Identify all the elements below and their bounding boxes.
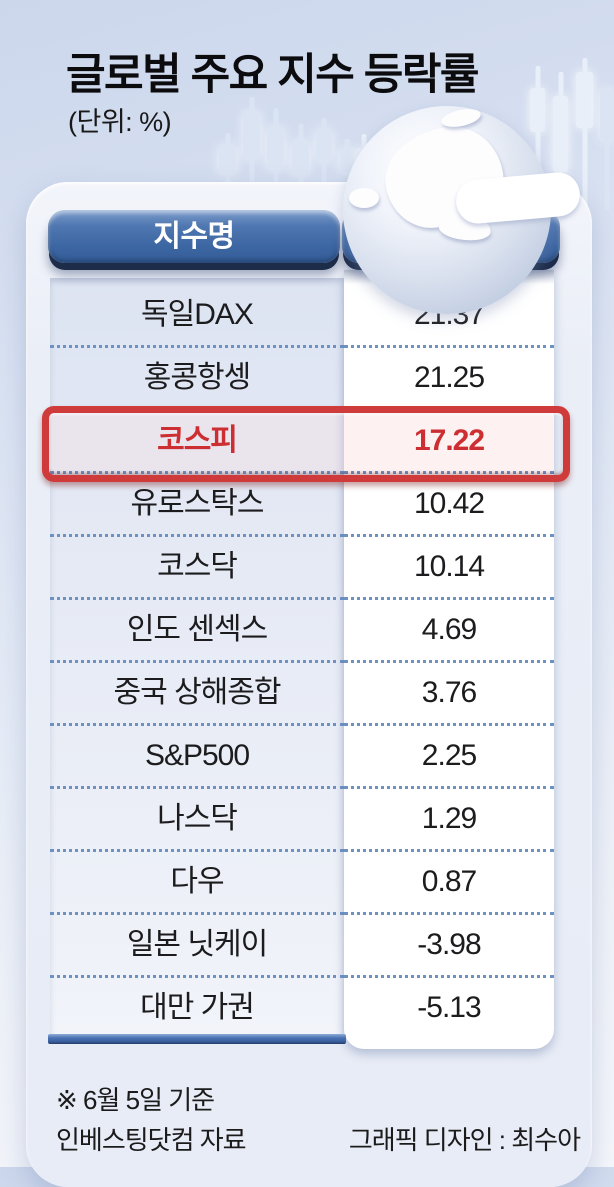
table-row-value: 10.42 — [344, 474, 554, 537]
table-row-value: 3.76 — [344, 663, 554, 726]
continent-shape — [349, 188, 379, 208]
table-row-value: 21.25 — [344, 348, 554, 411]
table-row-name: 중국 상해종합 — [50, 663, 344, 726]
table-row-value: -3.98 — [344, 915, 554, 978]
table-row-name: 유로스탁스 — [50, 474, 344, 537]
candlestick-icon — [267, 108, 284, 182]
table-row-name: 홍콩항셍 — [50, 348, 344, 411]
table-row-name: 나스닥 — [50, 789, 344, 852]
table-row-name-highlighted: 코스피 — [50, 411, 344, 474]
column-header-label: 지수명 — [153, 220, 235, 253]
table-row-name: 독일DAX — [50, 285, 344, 348]
unit-label: (단위: %) — [68, 107, 172, 137]
candlestick-icon — [219, 133, 236, 185]
candlestick-icon — [530, 66, 545, 228]
candlestick-icon — [340, 139, 354, 173]
table-row-name: 대만 가권 — [140, 991, 255, 1024]
table-row-name: 코스닥 — [50, 537, 344, 600]
index-name-column: 독일DAX 홍콩항셍 코스피 유로스탁스 코스닥 인도 센섹스 중국 상해종합 … — [50, 278, 344, 1041]
table-row-value: 1.29 — [344, 789, 554, 852]
footnote-date: ※ 6월 5일 기준 — [56, 1085, 215, 1115]
candlestick-icon — [600, 90, 614, 210]
candlestick-icon — [316, 118, 332, 192]
table-card: 지수명 등락률 독일DAX 홍콩항셍 코스피 유로스탁스 코스닥 인도 센섹스 … — [26, 182, 592, 1187]
footnote: ※ 6월 5일 기준 인베스팅닷컴 자료 — [56, 1080, 247, 1160]
table-row-name: 인도 센섹스 — [50, 600, 344, 663]
table-row-value-highlighted: 17.22 — [344, 411, 554, 474]
table-row-name: 일본 닛케이 — [50, 915, 344, 978]
table-row-value: 10.14 — [344, 537, 554, 600]
table-row-value: 2.25 — [344, 726, 554, 789]
table-bottom-bar — [48, 1034, 346, 1044]
page-title: 글로벌 주요 지수 등락률 — [66, 51, 479, 99]
footnote-source: 인베스팅닷컴 자료 — [56, 1125, 247, 1155]
table-row-name: S&P500 — [50, 726, 344, 789]
table-row-name: 다우 — [50, 852, 344, 915]
candlestick-icon — [292, 124, 309, 184]
candlestick-icon — [576, 58, 593, 236]
designer-credit: 그래픽 디자인 : 최수아 — [348, 1125, 581, 1155]
candlestick-icon — [553, 72, 568, 232]
table-row-value: -5.13 — [417, 991, 481, 1024]
column-header-index-name: 지수명 — [48, 210, 340, 263]
table-row-value: 0.87 — [344, 852, 554, 915]
change-rate-column: 21.37 21.25 17.22 10.42 10.14 4.69 3.76 … — [344, 270, 554, 1049]
table-row-value: 4.69 — [344, 600, 554, 663]
candlestick-icon — [243, 97, 260, 186]
